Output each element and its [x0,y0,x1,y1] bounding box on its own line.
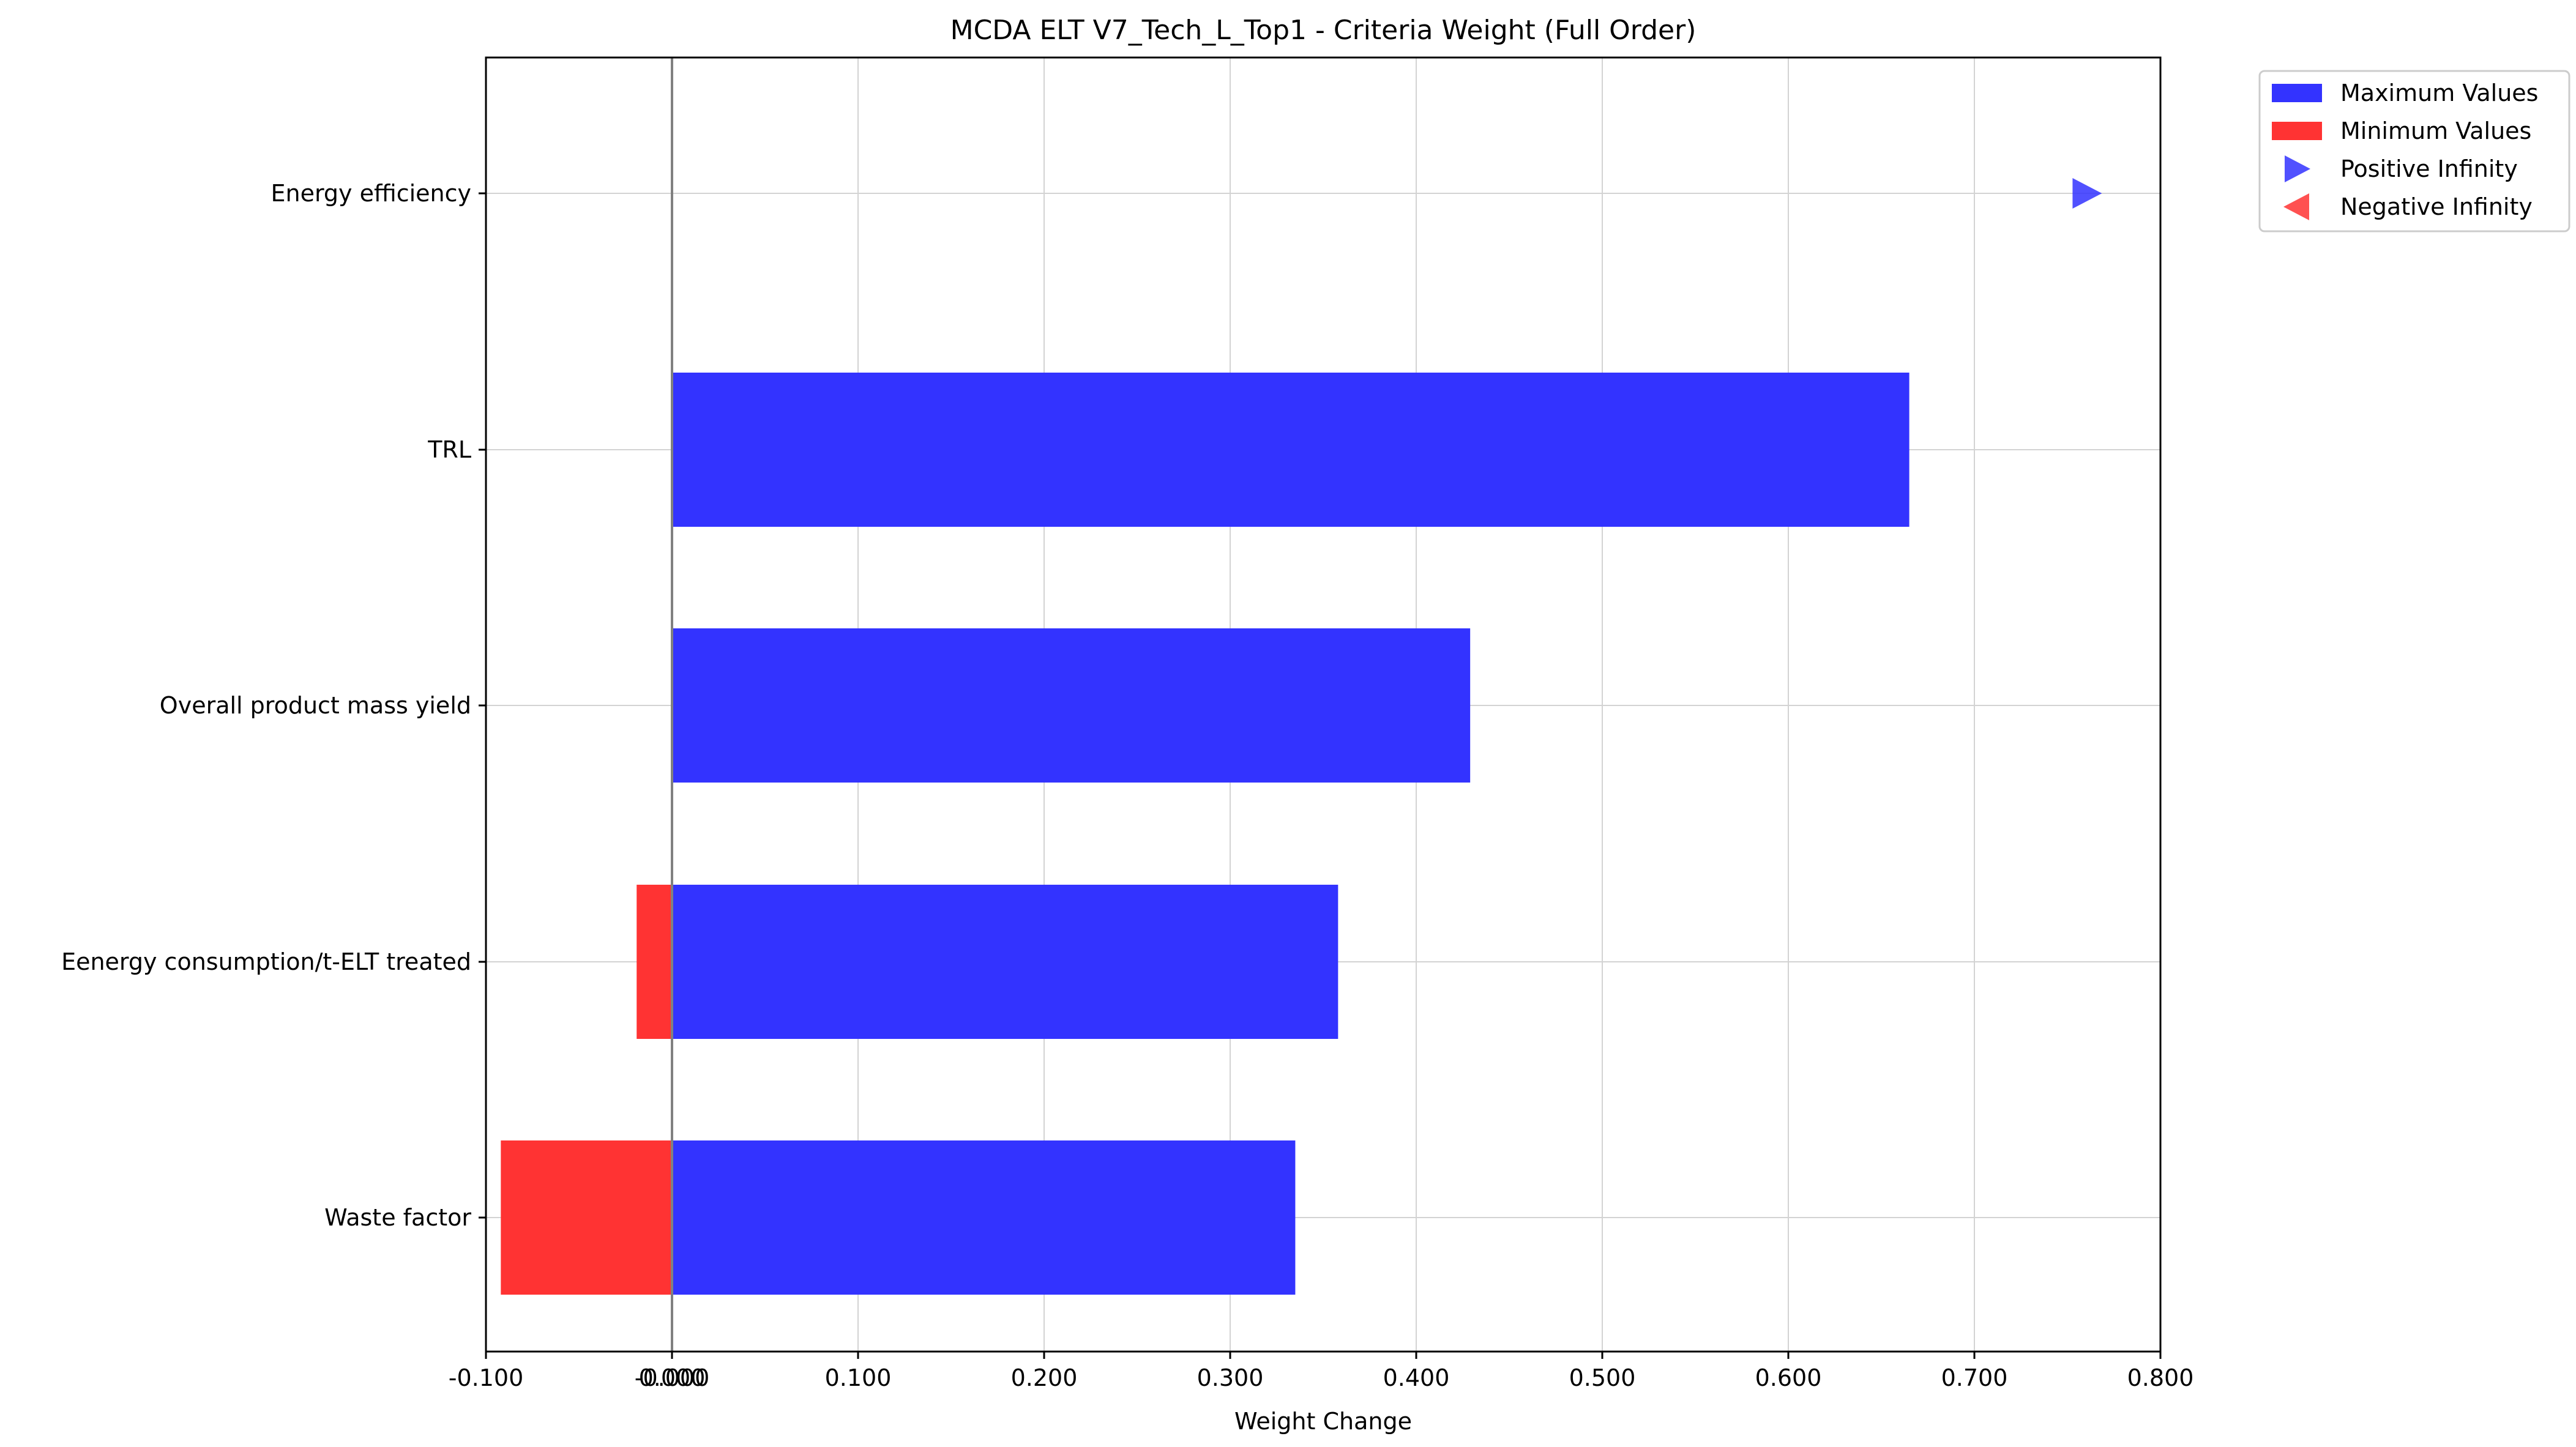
y-axis-ticks: Energy efficiency TRL Overall product mass… [61,180,486,1231]
x-tick-label: 0.000 [639,1364,706,1391]
x-tick-label: 0.400 [1383,1364,1450,1391]
max-bar [672,628,1471,783]
bars [501,373,1910,1295]
legend-frame [2258,70,2570,232]
legend-swatch [2272,84,2322,102]
positive-infinity-marker [2072,178,2102,209]
category-label: Energy efficiency [271,180,471,207]
min-bar [637,885,672,1039]
max-bar [672,373,1910,527]
max-bar [672,885,1338,1039]
legend: Maximum Values Minimum Values Positive Inf… [2258,70,2570,232]
x-tick-label: 0.300 [1197,1364,1264,1391]
legend-label: Maximum Values [2340,80,2538,106]
chart-title: MCDA ELT V7_Tech_L_Top1 - Criteria Weigh… [950,15,1697,46]
category-label: Overall product mass yield [160,692,471,719]
x-tick-label: -0.000 [635,1364,710,1391]
x-tick-label: 0.500 [1569,1364,1636,1391]
legend-label: Positive Infinity [2340,155,2518,182]
legend-label: Negative Infinity [2340,193,2533,220]
category-label: TRL [427,436,471,463]
x-axis-label: Weight Change [1234,1408,1412,1435]
legend-swatch [2272,122,2322,140]
x-tick-label: 0.200 [1011,1364,1078,1391]
max-bar [672,1140,1296,1295]
x-tick-label: 0.800 [2127,1364,2194,1391]
legend-negative-infinity-icon [2283,193,2309,220]
legend-positive-infinity-icon [2285,155,2310,182]
x-tick-label: 0.100 [825,1364,892,1391]
min-bar [501,1140,672,1295]
infinity-markers [2072,178,2102,209]
x-tick-label: -0.100 [449,1364,524,1391]
category-label: Waste factor [324,1204,471,1231]
x-tick-label: 0.700 [1941,1364,2008,1391]
category-label: Eenergy consumption/t-ELT treated [61,948,471,975]
legend-label: Minimum Values [2340,117,2531,144]
x-tick-label: 0.600 [1755,1364,1822,1391]
